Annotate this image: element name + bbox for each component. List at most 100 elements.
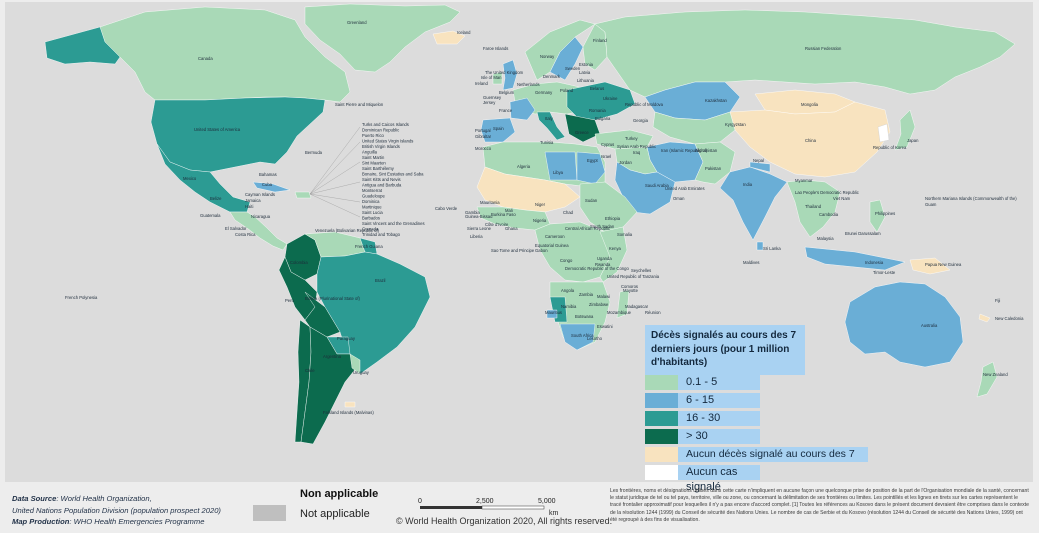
map-label-drc: Democratic Republic of the Congo (565, 266, 629, 271)
country-philippines (869, 199, 886, 233)
map-label-caribbean: Sint Maarten (362, 161, 386, 166)
map-label-caribbean: Antigua and Barbuda (362, 183, 402, 188)
map-label-mozambique: Mozambique (607, 310, 632, 315)
region-alaska (44, 26, 121, 65)
world-map: Greenland Iceland Canada United States of A… (5, 2, 1033, 482)
map-label-peru: Peru (285, 298, 295, 303)
data-source-line2: United Nations Population Division (popu… (12, 505, 221, 515)
map-label-sweden: Sweden (565, 66, 581, 71)
map-label-caribbean: Turks and Caicos Islands (362, 122, 409, 127)
map-label-mongolia: Mongolia (801, 102, 819, 107)
map-label-caribbean: Saint Lucia (362, 210, 383, 215)
map-label-japan: Japan (907, 138, 919, 143)
map-label-denmark: Denmark (543, 74, 561, 79)
map-label-mexico: Mexico (183, 176, 197, 181)
map-label-mauritania: Mauritania (480, 200, 500, 205)
region-arabia (614, 161, 676, 215)
map-label-caribbean: Barbados (362, 216, 380, 221)
map-label-bulgaria: Bulgaria (595, 116, 611, 121)
map-label-usa: United States of America (194, 127, 241, 132)
data-source-value: : World Health Organization, (56, 494, 152, 503)
map-label-caribbean: Puerto Rico (362, 133, 385, 138)
map-label-falkland: Falkland Islands (Malvinas) (323, 410, 374, 415)
map-label-cameroon: Cameroon (545, 234, 565, 239)
map-label-guatemala: Guatemala (200, 213, 221, 218)
legend-label: 16 - 30 (678, 411, 760, 426)
scale-bar: 0 2,500 5,000 km (418, 498, 559, 516)
country-korea (877, 123, 890, 143)
map-label-australia: Australia (921, 323, 938, 328)
map-label-caribbean: Anguilla (362, 150, 378, 155)
map-label-sao-tome: Sao Tome and Principe (491, 248, 535, 253)
map-label-burkina: Burkina Faso (491, 212, 516, 217)
legend-swatch (645, 393, 678, 408)
map-label-uk: The United Kingdom (485, 70, 524, 75)
scale-label-1: 2,500 (476, 498, 494, 505)
map-label-nmi: Northern Mariana Islands (Commonwealth o… (925, 196, 1017, 201)
map-label-thailand: Thailand (805, 204, 822, 209)
map-label-new-caledonia: New Caledonia (995, 316, 1024, 321)
map-label-congo: Congo (560, 258, 573, 263)
scale-label-0: 0 (418, 498, 422, 505)
scale-unit: km (549, 510, 559, 516)
region-central-america (229, 211, 288, 251)
legend-item-no-deaths: Aucun décès signalé au cours des 7 (645, 447, 868, 462)
country-madagascar (616, 289, 630, 319)
map-label-kyrgyzstan: Kyrgyzstan (725, 122, 746, 127)
map-label-caribbean: Saint Martin (362, 155, 385, 160)
map-label-timor: Timor-Leste (873, 270, 896, 275)
legend-title: Décès signalés au cours des 7 derniers j… (645, 325, 805, 375)
map-label-canada: Canada (198, 56, 213, 61)
map-label-caribbean: British Virgin Islands (362, 144, 400, 149)
map-label-liberia: Liberia (470, 234, 483, 239)
map-label-gibraltar: Gibraltar (475, 134, 492, 139)
map-label-namibia: Namibia (561, 304, 577, 309)
map-label-venezuela: Venezuela (Bolivarian Republic of) (315, 228, 380, 233)
map-label-chile: Chile (305, 368, 315, 373)
scale-segment (481, 505, 545, 510)
legend-swatch (645, 375, 678, 390)
map-label-mauritius: Mauritius (545, 310, 562, 315)
country-libya (544, 151, 578, 181)
country-cuba (252, 181, 291, 193)
map-label-ethiopia: Ethiopia (605, 216, 621, 221)
map-label-niger: Niger (535, 202, 546, 207)
country-india (719, 166, 788, 241)
map-label-caribbean: Trinidad and Tobago (362, 232, 401, 237)
country-argentina (300, 326, 358, 445)
country-ireland (492, 71, 503, 85)
map-label-caribbean: Dominican Republic (362, 128, 399, 133)
copyright: © World Health Organization 2020, All ri… (396, 516, 613, 526)
country-australia (844, 281, 964, 368)
region-east-africa (599, 226, 628, 283)
map-label-rwanda: Rwanda (595, 262, 611, 267)
map-label-isle-of-man: Isle of Man (481, 75, 502, 80)
map-label-cayman: Cayman Islands (245, 192, 275, 197)
map-label-greenland: Greenland (347, 20, 367, 25)
map-label-syria: Syrian Arab Republic (617, 144, 656, 149)
map-label-viet-nam: Viet Nam (833, 196, 851, 201)
map-label-italy: Italy (545, 116, 554, 121)
map-label-jamaica: Jamaica (245, 198, 261, 203)
map-label-china: China (805, 138, 817, 143)
map-label-chad: Chad (563, 210, 574, 215)
country-uruguay (349, 353, 361, 375)
map-label-caribbean: Montserrat (362, 188, 383, 193)
map-label-pakistan: Pakistan (705, 166, 722, 171)
map-label-cabo-verde: Cabo Verde (435, 206, 458, 211)
country-greenland (304, 3, 461, 73)
country-italy (536, 111, 566, 141)
map-label-germany: Germany (535, 90, 553, 95)
map-label-iran: Iran (Islamic Republic of) (661, 148, 708, 153)
map-label-philippines: Philippines (875, 211, 895, 216)
region-sahel (476, 166, 581, 213)
legend-item-low: 0.1 - 5 (645, 375, 760, 390)
map-label-french-guiana: French Guiana (355, 244, 383, 249)
map-label-belgium: Belgium (499, 90, 515, 95)
legend-swatch (645, 465, 678, 480)
legend-label: 0.1 - 5 (678, 375, 760, 390)
map-label-caribbean: Saint Vincent and the Grenadines (362, 221, 425, 226)
map-label-turkey: Turkey (625, 136, 639, 141)
country-png (909, 257, 951, 275)
map-label-israel: Israel (601, 154, 611, 159)
